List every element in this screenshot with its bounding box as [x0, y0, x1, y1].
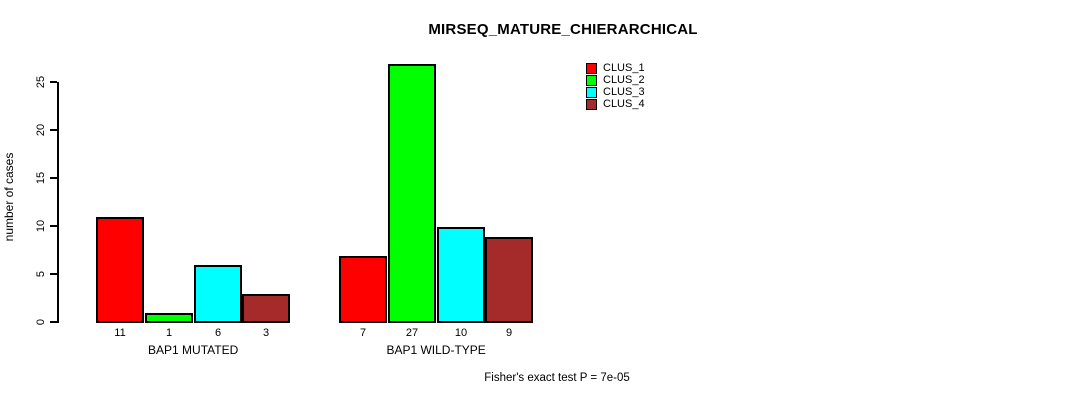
bar-value-label: 3 — [262, 327, 270, 339]
y-tick — [50, 177, 57, 179]
bar-value-label: 27 — [405, 327, 419, 339]
legend-swatch — [586, 75, 597, 86]
y-tick-label: 20 — [35, 123, 47, 137]
bar-value-label: 6 — [214, 327, 222, 339]
legend-label: CLUS_2 — [603, 74, 645, 86]
bar — [437, 227, 485, 323]
legend-label: CLUS_1 — [603, 62, 645, 74]
bar — [96, 217, 144, 323]
y-tick — [50, 225, 57, 227]
legend-label: CLUS_4 — [603, 98, 645, 110]
y-tick — [50, 273, 57, 275]
y-tick-label: 10 — [35, 219, 47, 233]
x-axis-group-label: BAP1 WILD-TYPE — [386, 343, 486, 357]
y-tick-label: 5 — [35, 270, 47, 278]
bar — [194, 265, 242, 323]
bar-value-label: 7 — [359, 327, 367, 339]
bar — [388, 64, 436, 323]
bar — [485, 237, 533, 323]
bar — [242, 294, 290, 323]
x-axis-group-label: BAP1 MUTATED — [148, 343, 239, 357]
y-axis-label: number of cases — [2, 152, 16, 242]
y-tick — [50, 129, 57, 131]
legend-swatch — [586, 99, 597, 110]
bar-value-label: 9 — [505, 327, 513, 339]
legend-swatch — [586, 87, 597, 98]
bar-value-label: 11 — [114, 327, 126, 339]
bar-value-label: 10 — [454, 327, 468, 339]
y-tick — [50, 81, 57, 83]
legend-swatch — [586, 63, 597, 74]
bar-value-label: 1 — [165, 327, 173, 339]
y-tick — [50, 321, 57, 323]
y-tick-label: 0 — [35, 318, 47, 326]
y-tick-label: 25 — [35, 75, 47, 89]
statistical-test-annotation: Fisher's exact test P = 7e-05 — [484, 372, 630, 384]
y-tick-label: 15 — [35, 171, 47, 185]
bar — [145, 313, 193, 323]
chart-title: MIRSEQ_MATURE_CHIERARCHICAL — [428, 21, 698, 38]
legend-label: CLUS_3 — [603, 86, 645, 98]
y-axis-line — [57, 82, 59, 323]
bar — [339, 256, 387, 323]
